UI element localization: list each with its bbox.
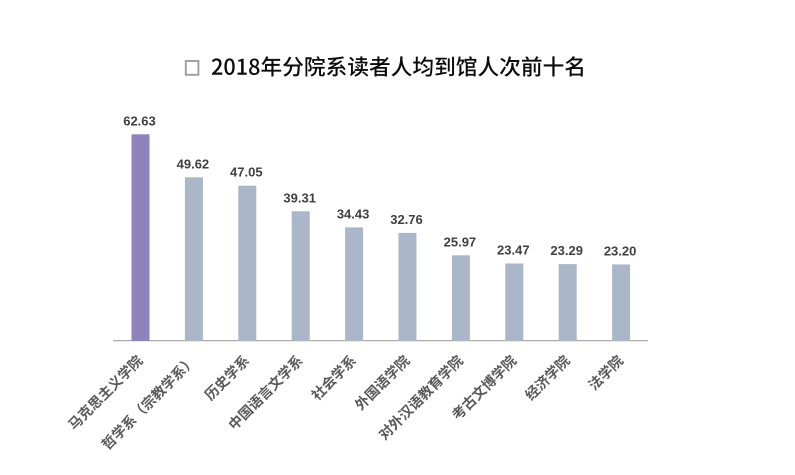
svg-text:32.76: 32.76 [390, 212, 423, 227]
svg-text:47.05: 47.05 [230, 165, 263, 180]
svg-text:62.63: 62.63 [123, 113, 156, 128]
svg-text:23.29: 23.29 [550, 243, 583, 258]
svg-text:49.62: 49.62 [177, 156, 210, 171]
svg-text:23.20: 23.20 [604, 243, 637, 258]
svg-text:25.97: 25.97 [444, 234, 477, 249]
svg-text:23.47: 23.47 [497, 243, 530, 258]
svg-text:39.31: 39.31 [283, 190, 316, 205]
svg-text:34.43: 34.43 [337, 206, 370, 221]
